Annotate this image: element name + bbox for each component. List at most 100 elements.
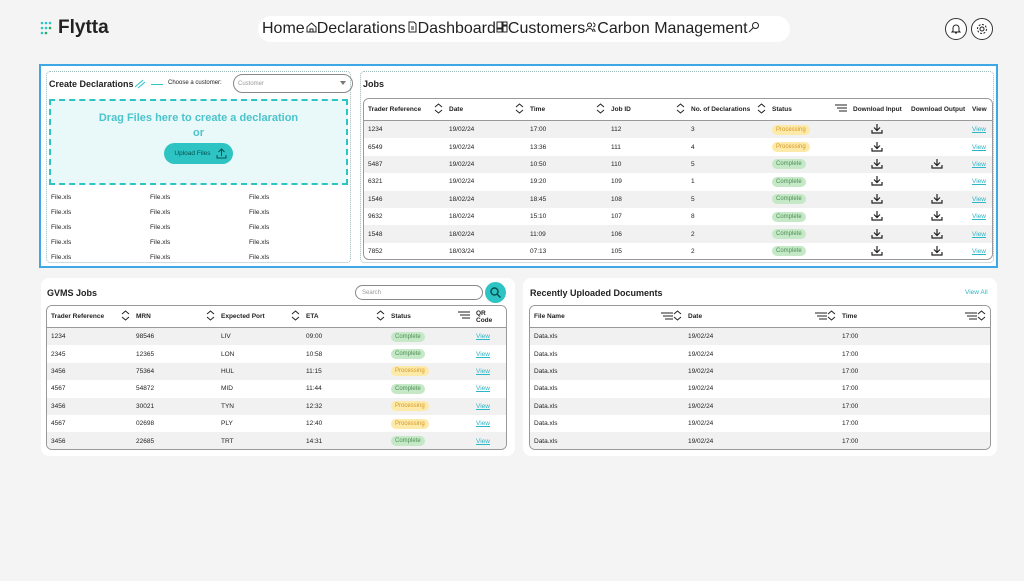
column-header[interactable]: ETA [306, 310, 391, 323]
file-name[interactable]: File.xls [51, 209, 72, 216]
file-name[interactable]: File.xls [51, 254, 72, 261]
view-link[interactable]: View [972, 195, 986, 203]
table-header: Trader Reference Date Time Job ID No. of Dec… [364, 99, 992, 121]
view-link[interactable]: View [972, 143, 986, 151]
settings-button[interactable] [971, 18, 993, 40]
column-header[interactable]: Expected Port [221, 310, 306, 323]
status-cell: Processing [391, 366, 476, 377]
download-input[interactable] [853, 123, 911, 136]
column-header[interactable]: Trader Reference [51, 310, 136, 323]
column-header[interactable]: Trader Reference [368, 103, 449, 116]
status-cell: Complete [772, 176, 853, 187]
view-link[interactable]: View [972, 213, 986, 221]
file-name[interactable]: File.xls [150, 254, 171, 261]
download-input[interactable] [853, 210, 911, 223]
sort-icon [596, 103, 605, 116]
table-cell: 4 [691, 143, 695, 151]
download-output[interactable] [911, 193, 972, 206]
column-label: View [972, 106, 987, 113]
status-pill: Processing [391, 366, 429, 377]
table-row: 1234 19/02/24 17:00 112 3 Processing View [364, 121, 992, 139]
view-link[interactable]: View [476, 402, 490, 410]
table-header: File Name Date Time [530, 306, 990, 328]
download-output[interactable] [911, 158, 972, 171]
notifications-button[interactable] [945, 18, 967, 40]
table-cell: 19/02/24 [688, 367, 714, 375]
search-button[interactable] [485, 282, 506, 303]
file-name[interactable]: File.xls [249, 239, 270, 246]
table-row: 1548 18/02/24 11:09 106 2 Complete View [364, 225, 992, 243]
table-row: Data.xls 19/02/24 17:00 [530, 380, 990, 397]
download-output[interactable] [911, 245, 972, 258]
view-link[interactable]: View [972, 126, 986, 134]
jobs-card: Jobs Trader Reference Date Time Job ID No. o… [360, 71, 994, 263]
logo[interactable]: Flytta [40, 17, 109, 39]
table-row: 7852 18/03/24 07:13 105 2 Complete View [364, 243, 992, 259]
column-header[interactable]: No. of Declarations [691, 103, 772, 116]
file-name[interactable]: File.xls [150, 209, 171, 216]
table-cell: 18/03/24 [449, 247, 475, 255]
file-name[interactable]: File.xls [51, 194, 72, 201]
table-cell: 5 [691, 160, 695, 168]
column-header[interactable]: QR Code [476, 310, 506, 324]
download-input[interactable] [853, 193, 911, 206]
nav-item[interactable]: Carbon Management [597, 20, 759, 38]
file-name[interactable]: File.xls [150, 194, 171, 201]
status-pill: Complete [391, 331, 425, 342]
view-link[interactable]: View [972, 247, 986, 255]
table-cell: 19/02/24 [449, 178, 475, 186]
column-header[interactable]: MRN [136, 310, 221, 323]
column-header[interactable]: Status [772, 104, 853, 115]
customer-select[interactable]: Customer [233, 74, 353, 93]
file-name[interactable]: File.xls [150, 239, 171, 246]
column-header[interactable]: Download Output [911, 106, 972, 113]
nav-item[interactable]: Dashboard [418, 20, 508, 38]
upload-button[interactable]: Upload Files [164, 143, 233, 164]
search-input[interactable]: Search [355, 285, 483, 300]
nav-item[interactable]: Customers [508, 20, 597, 38]
column-header[interactable]: Time [530, 103, 611, 116]
download-output[interactable] [911, 228, 972, 241]
view-link[interactable]: View [972, 160, 986, 168]
column-header[interactable]: Date [449, 103, 530, 116]
download-output[interactable] [911, 210, 972, 223]
view-link[interactable]: View [476, 367, 490, 375]
column-header[interactable]: Time [842, 310, 990, 323]
column-header[interactable]: View [972, 106, 992, 113]
table-cell: 15:10 [530, 213, 547, 221]
column-header[interactable]: Status [391, 311, 476, 322]
view-link[interactable]: View [476, 350, 490, 358]
file-name[interactable]: File.xls [51, 239, 72, 246]
download-input[interactable] [853, 141, 911, 154]
file-name[interactable]: File.xls [51, 224, 72, 231]
column-header[interactable]: Job ID [611, 103, 691, 116]
column-header[interactable]: Download Input [853, 106, 911, 113]
column-header[interactable]: File Name [534, 310, 688, 323]
status-pill: Complete [772, 229, 806, 240]
status-pill: Complete [772, 211, 806, 222]
drop-zone[interactable]: Drag Files here to create a declaration … [49, 99, 348, 185]
file-name[interactable]: File.xls [249, 224, 270, 231]
view-link[interactable]: View [972, 230, 986, 238]
column-header[interactable]: Date [688, 310, 842, 323]
view-all-link[interactable]: View All [965, 289, 988, 296]
view-link[interactable]: View [972, 178, 986, 186]
view-link[interactable]: View [476, 333, 490, 341]
table-cell: 106 [611, 230, 622, 238]
download-input[interactable] [853, 175, 911, 188]
table-cell: 19/02/24 [688, 350, 714, 358]
nav-item[interactable]: Declarations [317, 20, 418, 38]
view-link[interactable]: View [476, 385, 490, 393]
download-input[interactable] [853, 228, 911, 241]
table-cell: 19/02/24 [449, 143, 475, 151]
file-name[interactable]: File.xls [249, 209, 270, 216]
file-name[interactable]: File.xls [249, 254, 270, 261]
download-input[interactable] [853, 245, 911, 258]
nav-item[interactable]: Home [262, 20, 317, 38]
file-name[interactable]: File.xls [249, 194, 270, 201]
view-link[interactable]: View [476, 420, 490, 428]
view-link[interactable]: View [476, 437, 490, 445]
table-cell: 9632 [368, 213, 383, 221]
download-input[interactable] [853, 158, 911, 171]
file-name[interactable]: File.xls [150, 224, 171, 231]
